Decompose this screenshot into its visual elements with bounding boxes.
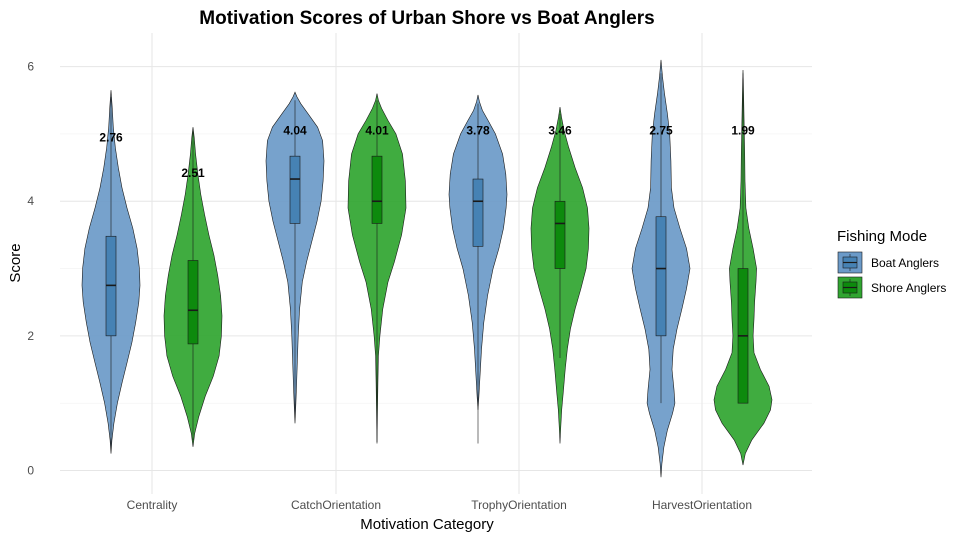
y-tick-label: 4	[27, 194, 34, 208]
mean-label-boat-anglers: 4.04	[283, 124, 307, 138]
mean-label-shore-anglers: 1.99	[731, 124, 755, 138]
x-tick-label: HarvestOrientation	[652, 498, 752, 512]
legend: Fishing Mode Boat Anglers Shore Anglers	[837, 228, 946, 299]
mean-label-shore-anglers: 4.01	[365, 124, 389, 138]
mean-label-boat-anglers: 3.78	[466, 124, 490, 138]
box-boat-anglers	[655, 216, 667, 337]
x-tick-label: Centrality	[127, 498, 178, 512]
box-shore-anglers	[554, 200, 566, 269]
mean-label-shore-anglers: 2.51	[181, 166, 205, 180]
mean-label-boat-anglers: 2.75	[649, 124, 673, 138]
y-tick-label: 0	[27, 463, 34, 477]
box-boat-anglers	[289, 155, 301, 224]
x-tick-label: CatchOrientation	[291, 498, 381, 512]
x-axis-ticks: Centrality CatchOrientation TrophyOrientat…	[127, 498, 752, 512]
box-shore-anglers	[187, 260, 199, 345]
mean-labels: 2.76 4.04 3.78 2.75 2.51 4.01 3.46 1.99	[99, 124, 755, 180]
boxplots	[105, 73, 749, 451]
legend-label-shore-anglers: Shore Anglers	[871, 281, 946, 295]
y-tick-label: 2	[27, 329, 34, 343]
y-tick-label: 6	[27, 60, 34, 74]
legend-title: Fishing Mode	[837, 228, 927, 245]
chart-title: Motivation Scores of Urban Shore vs Boat…	[199, 8, 654, 29]
mean-label-boat-anglers: 2.76	[99, 130, 123, 144]
box-boat-anglers	[472, 178, 484, 247]
mean-label-shore-anglers: 3.46	[548, 124, 572, 138]
box-shore-anglers	[371, 155, 383, 224]
y-axis-ticks: 0 2 4 6	[27, 60, 34, 478]
x-tick-label: TrophyOrientation	[471, 498, 567, 512]
x-axis-title: Motivation Category	[360, 516, 494, 533]
legend-label-boat-anglers: Boat Anglers	[871, 256, 939, 270]
y-axis-title: Score	[7, 243, 24, 282]
